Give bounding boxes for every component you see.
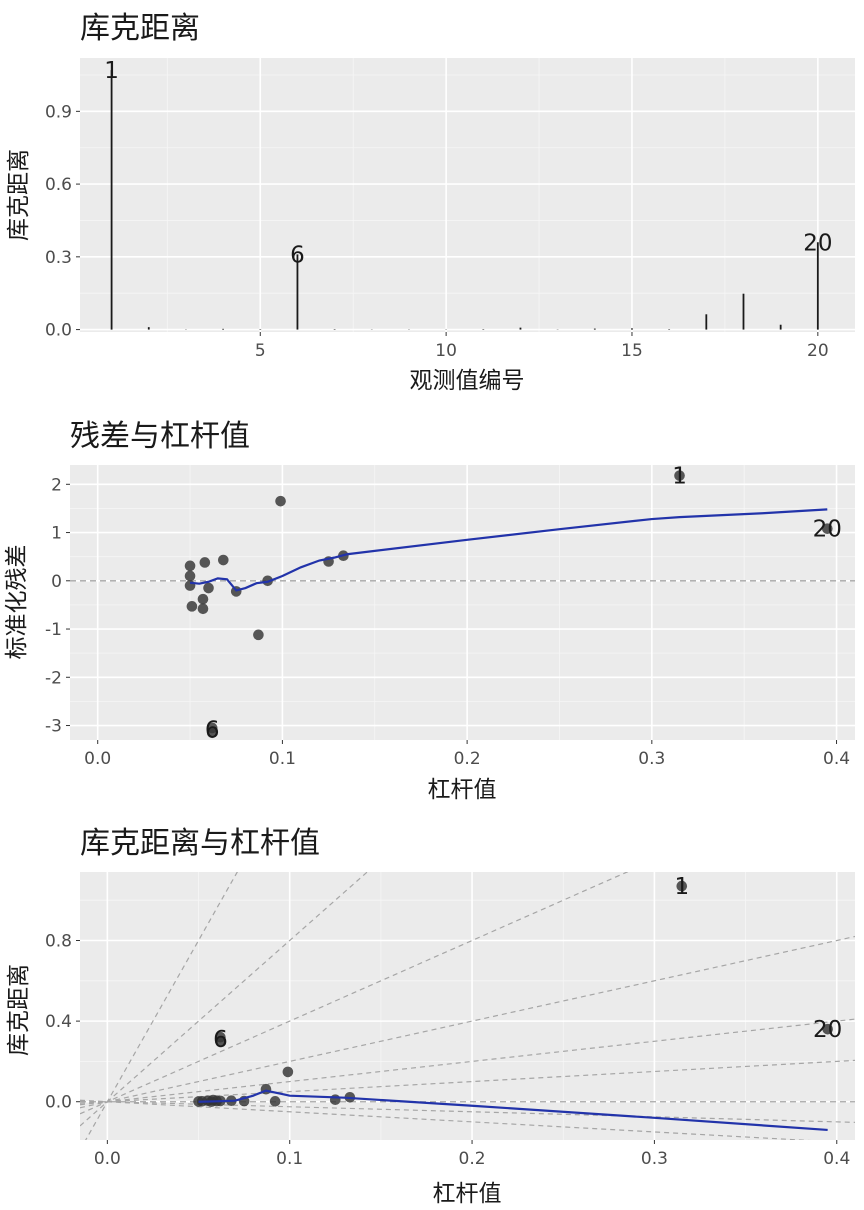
data-point [676,880,688,892]
grid-residuals-leverage [70,465,855,740]
x-tick-label: 0.4 [823,749,850,769]
y-tick-label: 1 [51,524,62,544]
x-axis-label-residuals-leverage: 杠杆值 [428,777,497,803]
y-tick-label: 0.3 [45,248,72,268]
data-label: 20 [803,230,832,256]
x-tick-label: 0.3 [641,1149,668,1169]
contour-line [80,1018,855,1106]
y-tick-label: -1 [45,620,62,640]
data-point [197,593,209,605]
y-tick-label: 0.8 [45,932,72,952]
point-label: 1 [674,874,689,900]
chart-title-residuals-leverage: 残差与杠杆值 [70,419,250,454]
point-label: 20 [813,517,842,543]
smooth-line [198,1089,828,1132]
point-label: 20 [813,1017,842,1043]
clipped-marks [80,872,855,1140]
plot-area-residuals-leverage [70,465,855,740]
data-label: 1 [104,58,119,84]
point-label: 1 [672,464,687,490]
data-label: 6 [290,242,305,268]
x-axis-label-cooks-leverage: 杠杆值 [433,1181,502,1207]
plot-area-cooks-leverage [80,872,855,1140]
y-tick-label: 0.6 [45,175,72,195]
data-point [197,603,209,615]
x-tick-label: 5 [255,341,266,361]
y-tick-label: -3 [45,717,62,737]
data-point [199,557,211,568]
data-point [184,570,196,582]
y-tick-label: -2 [45,668,62,688]
x-tick-label: 0.3 [638,749,665,769]
data-point [822,1023,833,1035]
chart-title-cooks-distance: 库克距离 [80,11,200,46]
x-tick-label: 0.0 [94,1149,121,1169]
points-cooks-leverage: 6 1 20 [80,872,855,1140]
data-point [215,1031,226,1043]
data-point [186,601,198,612]
x-tick-label: 0.1 [276,1149,303,1169]
chart-title-cooks-leverage: 库克距离与杠杆值 [80,826,320,861]
grid-cooks-distance [80,58,855,332]
data-point [329,1094,341,1105]
plot-area-cooks-distance [80,58,855,332]
ticks-residuals-leverage: 0.0 0.1 0.2 0.3 0.4 -3 -2 -1 0 1 2 [45,475,850,769]
ticks-cooks-leverage: 0.0 0.1 0.2 0.3 0.4 0.0 0.4 0.8 [45,932,850,1169]
bars-cooks-distance: 16 20 [104,58,832,330]
clipped-marks [70,470,855,739]
data-point [282,1066,294,1078]
x-axis-label-cooks-distance: 观测值编号 [410,368,525,394]
y-tick-label: 2 [51,475,62,495]
x-tick-label: 0.0 [84,749,111,769]
y-axis-label-cooks-leverage: 库克距离 [6,964,32,1056]
point-label: 6 [213,1027,228,1053]
x-tick-label: 15 [621,341,643,361]
data-point [821,523,833,534]
x-tick-label: 20 [807,341,829,361]
data-point [184,580,196,591]
x-tick-label: 10 [435,341,457,361]
smooth-line [189,508,828,592]
data-point [184,560,196,572]
data-point [253,629,264,641]
clipped-marks [110,70,819,330]
data-point [206,727,218,739]
y-tick-label: 0 [51,572,62,592]
points-residuals-leverage: 6 1 20 [70,464,855,743]
cooks-distance-panel: 库克距离 16 20 5 10 15 200.00.30.60.9 观测值编号 库克距离 [6,11,855,394]
data-point [203,582,214,594]
data-point [674,470,685,481]
data-point [269,1096,281,1107]
contour-line [80,1099,812,1140]
y-tick-label: 0.4 [45,1012,72,1032]
data-point [275,495,286,507]
contour-line [80,935,855,1109]
y-axis-label-residuals-leverage: 标准化残差 [4,545,30,660]
y-axis-label-cooks-distance: 库克距离 [6,149,32,241]
x-tick-label: 0.4 [823,1149,850,1169]
point-label: 6 [205,717,220,743]
x-tick-label: 0.2 [459,1149,486,1169]
contour-line [80,872,629,1115]
data-point [218,554,229,566]
ticks-cooks-distance: 5 10 15 20 0.0 0.3 0.6 0.9 [45,102,829,361]
contour-line [80,872,369,1127]
y-tick-label: 0.0 [45,321,72,341]
cooks-leverage-panel: 库克距离与杠杆值 6 1 20 0.0 0.1 0.2 0.3 0.4 0.0 0.4 0.8 杠… [6,826,855,1207]
x-tick-label: 0.1 [269,749,296,769]
y-tick-label: 0.9 [45,102,72,122]
y-tick-label: 0.0 [45,1093,72,1113]
residuals-leverage-panel: 残差与杠杆值 6 1 20 0.0 0.1 0.2 0.3 0.4 -3 -2 -1 0 1 2 杠杆值… [4,419,855,803]
contour-line [85,872,238,1140]
x-tick-label: 0.2 [454,749,481,769]
